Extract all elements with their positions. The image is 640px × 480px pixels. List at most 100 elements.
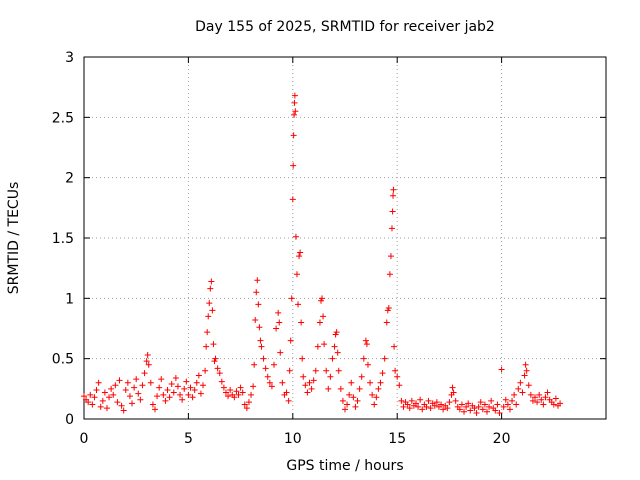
data-point	[122, 387, 129, 394]
data-point	[103, 405, 110, 412]
data-point	[295, 301, 302, 308]
data-point	[85, 399, 92, 406]
data-point	[135, 390, 142, 397]
data-point	[529, 397, 536, 404]
data-point	[342, 406, 348, 413]
data-point	[288, 295, 295, 302]
x-tick-label: 20	[493, 431, 511, 447]
data-point	[306, 379, 313, 386]
data-point	[471, 405, 478, 412]
data-point	[308, 385, 315, 392]
data-point	[243, 405, 250, 412]
x-tick-label: 10	[284, 431, 302, 447]
data-point	[299, 355, 306, 362]
data-point	[87, 391, 94, 398]
data-point	[387, 253, 394, 260]
data-point	[415, 403, 422, 410]
data-point	[256, 324, 263, 331]
data-point	[479, 406, 486, 413]
data-point	[99, 397, 106, 404]
data-point	[287, 337, 294, 344]
data-point	[166, 394, 173, 401]
data-point	[425, 397, 432, 404]
data-point	[350, 394, 357, 401]
data-point	[335, 367, 342, 374]
data-point	[540, 401, 547, 408]
data-point	[245, 399, 252, 406]
data-point	[327, 373, 334, 380]
data-point	[542, 394, 549, 401]
data-point	[538, 396, 545, 403]
data-point	[534, 399, 541, 406]
data-point	[408, 397, 415, 404]
data-point	[316, 319, 323, 326]
data-point	[273, 325, 280, 332]
data-point	[289, 196, 296, 203]
data-point	[126, 393, 133, 400]
data-point	[450, 389, 457, 396]
y-tick-label: 0.5	[52, 352, 74, 368]
data-point	[208, 278, 215, 285]
data-point	[252, 317, 259, 324]
data-point	[363, 341, 370, 348]
data-point	[271, 361, 278, 368]
data-point	[108, 385, 115, 392]
data-point	[511, 391, 518, 398]
data-point	[250, 383, 257, 390]
data-point	[207, 285, 214, 292]
data-point	[255, 301, 262, 308]
data-point	[93, 387, 100, 394]
data-point	[258, 343, 265, 350]
y-tick-label: 1.5	[52, 231, 74, 247]
data-point	[515, 385, 522, 392]
data-point	[456, 406, 463, 413]
data-point	[373, 394, 380, 401]
data-point	[154, 393, 161, 400]
data-point	[496, 409, 503, 416]
data-point	[95, 379, 102, 386]
data-point	[438, 401, 445, 408]
data-point	[91, 394, 98, 401]
data-point	[375, 385, 382, 392]
data-point	[352, 403, 359, 410]
data-point	[319, 295, 326, 302]
data-point	[209, 307, 216, 314]
data-point	[310, 377, 317, 384]
data-point	[521, 372, 528, 379]
data-point	[381, 355, 388, 362]
data-point	[297, 249, 304, 256]
data-point	[523, 367, 530, 374]
data-point	[427, 405, 434, 412]
data-point	[390, 186, 397, 193]
data-point	[285, 397, 292, 404]
data-point	[225, 393, 232, 400]
data-point	[187, 384, 194, 391]
data-point	[156, 384, 163, 391]
data-point	[377, 379, 384, 386]
data-point	[389, 208, 396, 215]
data-point	[444, 405, 451, 412]
data-point	[248, 391, 255, 398]
data-point	[185, 391, 192, 398]
data-point	[292, 233, 299, 240]
data-point	[286, 367, 293, 374]
data-point	[452, 397, 459, 404]
data-point	[202, 367, 209, 374]
data-point	[358, 373, 365, 380]
data-point	[149, 401, 156, 408]
data-point	[239, 389, 246, 396]
data-point	[235, 391, 242, 398]
data-point	[477, 399, 484, 406]
y-axis-label: SRMTID / TECUs	[6, 182, 22, 295]
chart-title: Day 155 of 2025, SRMTID for receiver jab…	[195, 19, 495, 35]
data-point	[431, 402, 438, 409]
data-point	[298, 319, 305, 326]
data-point	[525, 382, 532, 389]
data-point	[300, 373, 307, 380]
data-point	[214, 365, 221, 372]
data-point	[465, 400, 472, 407]
data-point	[354, 397, 361, 404]
data-point	[266, 379, 273, 386]
data-point	[172, 374, 179, 381]
data-point	[461, 408, 468, 415]
